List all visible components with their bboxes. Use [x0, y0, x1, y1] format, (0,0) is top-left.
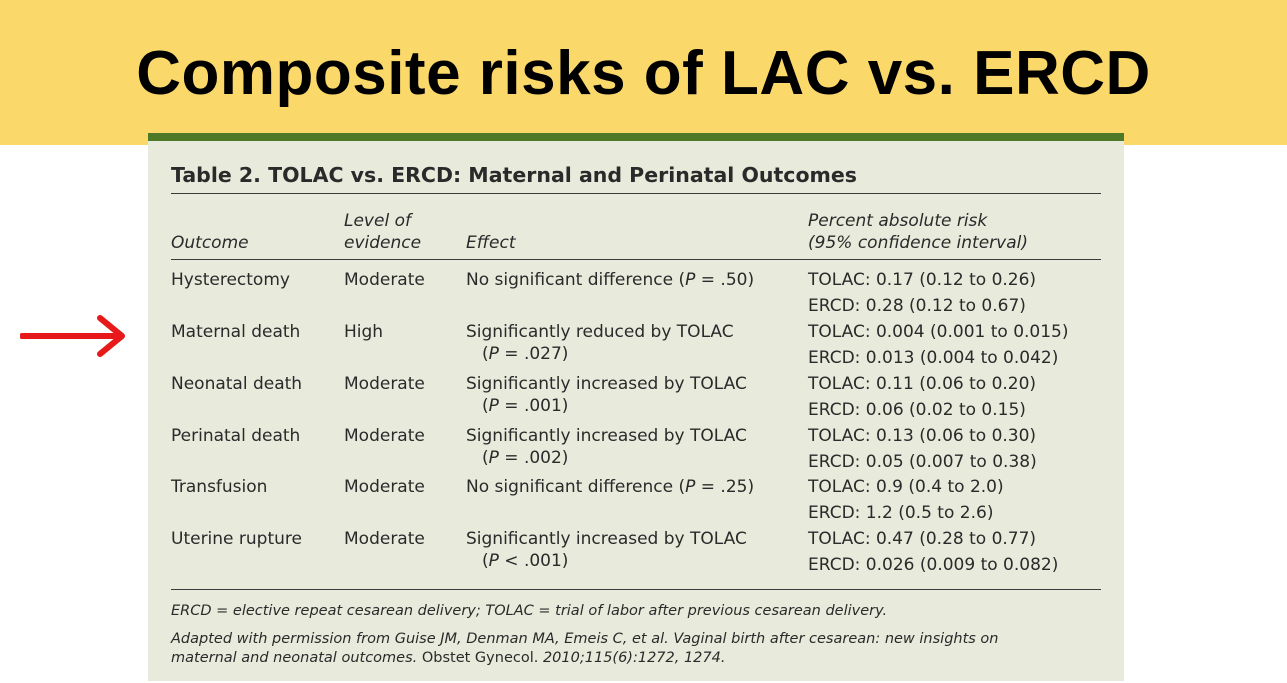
- evidence-cell: Moderate: [344, 426, 425, 446]
- effect-text: Significantly increased by TOLAC: [466, 426, 747, 446]
- outcome-cell: Neonatal death: [171, 374, 303, 394]
- p-symbol: P: [488, 344, 499, 364]
- header-risk-line2: (95% confidence interval): [808, 233, 1029, 253]
- effect-cell-line2: (P = .027): [482, 343, 568, 365]
- effect-text: (: [482, 448, 489, 468]
- effect-text: No significant difference (: [466, 270, 686, 290]
- source-citation: 2010;115(6):1272, 1274.: [538, 650, 726, 666]
- effect-cell-line2: (P < .001): [482, 550, 568, 572]
- ercd-risk-cell: ERCD: 0.026 (0.009 to 0.082): [808, 555, 1059, 575]
- table-panel: Table 2. TOLAC vs. ERCD: Maternal and Pe…: [148, 133, 1124, 681]
- ercd-risk-cell: ERCD: 1.2 (0.5 to 2.6): [808, 503, 994, 523]
- effect-text: (: [482, 551, 489, 571]
- tolac-risk-cell: TOLAC: 0.17 (0.12 to 0.26): [808, 270, 1037, 290]
- outcome-cell: Maternal death: [171, 322, 301, 342]
- source-line2: maternal and neonatal outcomes. Obstet G…: [171, 649, 725, 668]
- effect-text: < .001): [498, 551, 569, 571]
- effect-cell-line1: Significantly increased by TOLAC: [466, 425, 747, 447]
- evidence-cell: Moderate: [344, 477, 425, 497]
- header-risk-line1: Percent absolute risk: [808, 211, 988, 231]
- evidence-cell: High: [344, 322, 384, 342]
- p-symbol: P: [685, 477, 696, 497]
- outcome-cell: Transfusion: [171, 477, 268, 497]
- ercd-risk-cell: ERCD: 0.05 (0.007 to 0.38): [808, 452, 1037, 472]
- footnote-abbreviations: ERCD = elective repeat cesarean delivery…: [171, 603, 888, 619]
- table-title: Table 2. TOLAC vs. ERCD: Maternal and Pe…: [171, 163, 857, 187]
- tolac-risk-cell: TOLAC: 0.004 (0.001 to 0.015): [808, 322, 1069, 342]
- header-effect: Effect: [466, 233, 516, 253]
- effect-text: Significantly reduced by TOLAC: [466, 322, 734, 342]
- outcome-cell: Hysterectomy: [171, 270, 290, 290]
- evidence-cell: Moderate: [344, 270, 425, 290]
- header-evidence-line1: Level of: [344, 211, 411, 231]
- p-symbol: P: [488, 448, 499, 468]
- p-symbol: P: [685, 270, 696, 290]
- top-rule: [171, 193, 1101, 194]
- ercd-risk-cell: ERCD: 0.28 (0.12 to 0.67): [808, 296, 1026, 316]
- arrow-right-icon: [20, 315, 125, 357]
- bottom-rule: [171, 589, 1101, 590]
- p-symbol: P: [488, 396, 499, 416]
- effect-text: Significantly increased by TOLAC: [466, 529, 747, 549]
- tolac-risk-cell: TOLAC: 0.47 (0.28 to 0.77): [808, 529, 1037, 549]
- source-title-end: maternal and neonatal outcomes.: [171, 650, 418, 666]
- tolac-risk-cell: TOLAC: 0.9 (0.4 to 2.0): [808, 477, 1004, 497]
- effect-cell-line1: Significantly reduced by TOLAC: [466, 321, 734, 343]
- ercd-risk-cell: ERCD: 0.06 (0.02 to 0.15): [808, 400, 1026, 420]
- effect-cell-line1: No significant difference (P = .25): [466, 476, 754, 498]
- outcome-cell: Uterine rupture: [171, 529, 302, 549]
- effect-text: = .027): [498, 344, 569, 364]
- effect-text: = .001): [498, 396, 569, 416]
- header-rule: [171, 259, 1101, 260]
- evidence-cell: Moderate: [344, 374, 425, 394]
- effect-cell-line1: Significantly increased by TOLAC: [466, 528, 747, 550]
- effect-cell-line1: No significant difference (P = .50): [466, 269, 754, 291]
- effect-text: (: [482, 396, 489, 416]
- effect-cell-line2: (P = .002): [482, 447, 568, 469]
- effect-cell-line2: (P = .001): [482, 395, 568, 417]
- source-line1: Adapted with permission from Guise JM, D…: [171, 631, 999, 647]
- evidence-cell: Moderate: [344, 529, 425, 549]
- effect-text: = .002): [498, 448, 569, 468]
- title-banner: [0, 0, 1287, 145]
- effect-cell-line1: Significantly increased by TOLAC: [466, 373, 747, 395]
- effect-text: Significantly increased by TOLAC: [466, 374, 747, 394]
- outcome-cell: Perinatal death: [171, 426, 301, 446]
- slide-title: Composite risks of LAC vs. ERCD: [136, 39, 1151, 108]
- effect-text: = .25): [695, 477, 755, 497]
- header-evidence-line2: evidence: [344, 233, 422, 253]
- source-journal: Obstet Gynecol.: [417, 650, 539, 666]
- effect-text: No significant difference (: [466, 477, 686, 497]
- p-symbol: P: [488, 551, 499, 571]
- effect-text: (: [482, 344, 489, 364]
- tolac-risk-cell: TOLAC: 0.13 (0.06 to 0.30): [808, 426, 1037, 446]
- header-outcome: Outcome: [171, 233, 249, 253]
- ercd-risk-cell: ERCD: 0.013 (0.004 to 0.042): [808, 348, 1059, 368]
- effect-text: = .50): [695, 270, 755, 290]
- tolac-risk-cell: TOLAC: 0.11 (0.06 to 0.20): [808, 374, 1037, 394]
